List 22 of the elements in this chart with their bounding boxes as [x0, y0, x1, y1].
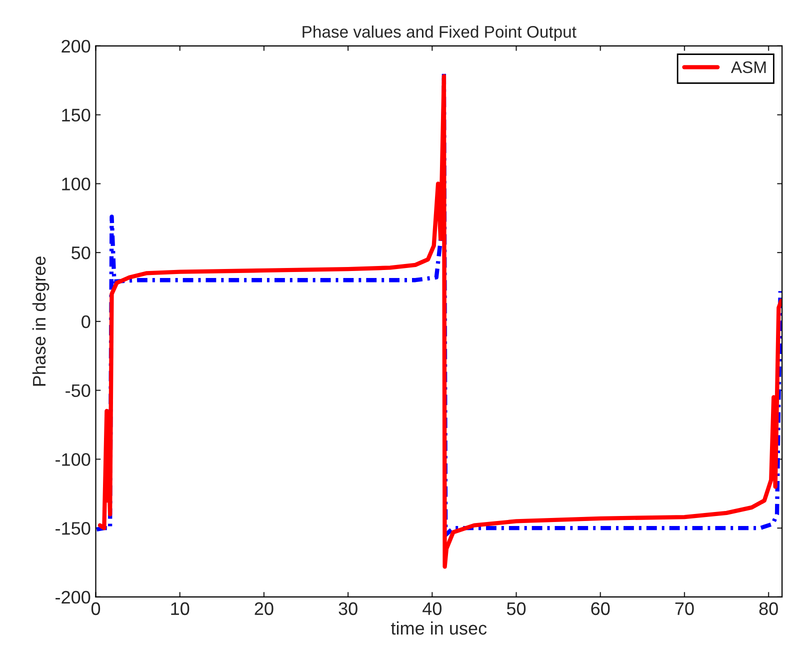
x-axis-title: time in usec	[391, 621, 487, 635]
y-axis-title: Phase in degree	[32, 256, 50, 386]
y-tick-label: 150	[62, 108, 90, 122]
y-tick-label: 200	[62, 40, 90, 53]
y-tick-label: -100	[56, 453, 90, 466]
x-tick-label: 40	[422, 602, 442, 616]
chart-title: Phase values and Fixed Point Output	[302, 26, 576, 42]
x-tick-label: 70	[675, 602, 694, 616]
x-tick-label: 80	[759, 602, 778, 616]
x-tick-label: 60	[591, 602, 610, 616]
y-tick-label: -200	[56, 590, 90, 604]
x-tick-label: 0	[91, 602, 100, 616]
x-tick-label: 50	[506, 602, 526, 616]
y-tick-label: 100	[62, 178, 90, 190]
x-tick-label: 30	[338, 602, 358, 616]
y-tick-label: 0	[82, 315, 90, 328]
legend-label: ASM	[730, 61, 766, 74]
y-tick-label: 50	[72, 246, 90, 260]
x-tick-label: 10	[171, 602, 190, 616]
y-tick-label: -50	[66, 384, 90, 398]
y-tick-label: -150	[56, 522, 90, 535]
x-tick-label: 20	[254, 602, 274, 616]
